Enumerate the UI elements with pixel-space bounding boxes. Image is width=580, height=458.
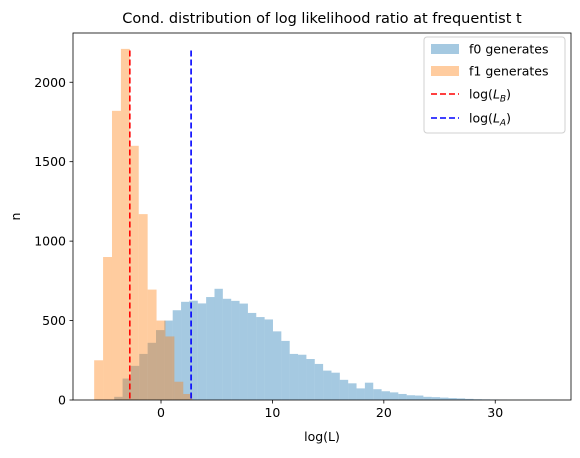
y-tick-label: 1500 — [34, 154, 66, 169]
y-tick-label: 0 — [58, 393, 66, 408]
histogram-bar — [348, 383, 356, 400]
histogram-bar — [340, 380, 348, 400]
x-tick-label: 30 — [487, 405, 503, 420]
y-tick-label: 2000 — [34, 75, 66, 90]
histogram-bar — [382, 391, 390, 400]
x-ticks: 0 10 20 30 — [157, 400, 503, 420]
histogram-bar — [331, 373, 339, 400]
histogram-bar — [398, 394, 406, 400]
histogram-bar — [174, 382, 183, 400]
y-ticks: 0 500 1000 1500 2000 — [34, 75, 73, 408]
histogram-bar — [432, 397, 440, 400]
histogram-bar — [365, 383, 373, 400]
histogram-bar — [415, 396, 423, 400]
histogram-bar — [390, 392, 398, 400]
histogram-bar — [130, 146, 139, 400]
histogram-bar — [157, 321, 166, 400]
histogram-bar — [198, 303, 206, 400]
legend-swatch — [431, 66, 459, 76]
histogram-bar — [373, 389, 381, 400]
histogram-bar — [256, 317, 264, 400]
legend-label: f0 generates — [469, 42, 548, 57]
histogram-bar — [112, 111, 121, 400]
histogram-bar — [165, 336, 174, 400]
x-tick-label: 20 — [376, 405, 392, 420]
histogram-bar — [265, 319, 273, 400]
histogram-bar — [423, 397, 431, 400]
legend-swatch — [431, 44, 459, 54]
histogram-bar — [240, 304, 248, 400]
y-axis-label: n — [8, 213, 23, 221]
histogram-bar — [139, 214, 148, 400]
histogram-bar — [315, 364, 323, 400]
histogram-bar — [121, 49, 130, 400]
histogram-bar — [357, 388, 365, 400]
histogram-bar — [223, 299, 231, 400]
histogram-bar — [273, 331, 281, 400]
histogram-bar — [231, 301, 239, 400]
y-tick-label: 500 — [42, 313, 66, 328]
x-tick-label: 0 — [157, 405, 165, 420]
histogram-bar — [214, 289, 222, 400]
histogram-bar — [206, 297, 214, 400]
histogram-bar — [281, 341, 289, 400]
legend-label: f1 generates — [469, 64, 548, 79]
histogram-bar — [248, 313, 256, 400]
histogram-bar — [103, 257, 112, 400]
histogram-bar — [407, 395, 415, 400]
histogram-bar — [94, 360, 103, 400]
histogram-bar — [148, 290, 157, 400]
histogram-bar — [323, 371, 331, 400]
histogram-bar — [298, 355, 306, 400]
x-axis-label: log(L) — [304, 429, 340, 444]
chart-title: Cond. distribution of log likelihood rat… — [122, 11, 522, 27]
histogram-bar — [306, 359, 314, 400]
y-tick-label: 1000 — [34, 234, 66, 249]
histogram-bar — [290, 354, 298, 400]
x-tick-label: 10 — [264, 405, 280, 420]
